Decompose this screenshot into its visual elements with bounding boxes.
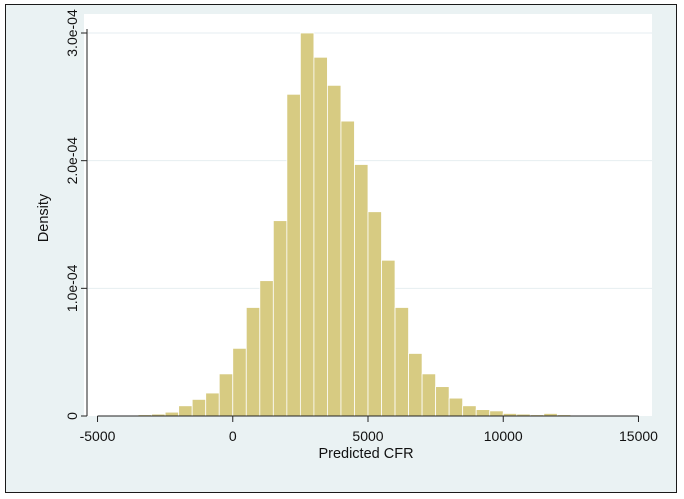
- y-axis-ticks: 0 1.0e-04 2.0e-04 3.0e-04: [64, 9, 87, 420]
- histogram-bar: [245, 307, 261, 417]
- y-tick-label: 0: [64, 412, 80, 420]
- histogram-bar: [272, 220, 288, 417]
- histogram-bar: [435, 386, 450, 417]
- histogram-bar: [367, 211, 382, 417]
- histogram-bar: [340, 120, 355, 417]
- x-tick-label: -5000: [80, 428, 116, 444]
- histogram-bar: [327, 84, 342, 417]
- histogram-bar: [489, 410, 504, 417]
- x-tick-label: 5000: [352, 428, 383, 444]
- x-axis-title: Predicted CFR: [318, 446, 413, 462]
- x-tick-label: 0: [229, 428, 237, 444]
- histogram-bar: [394, 307, 409, 417]
- histogram-bar: [232, 347, 247, 417]
- histogram-bar: [313, 56, 328, 417]
- x-tick-label: 15000: [619, 428, 658, 444]
- histogram-bar: [286, 93, 301, 417]
- y-tick-label: 1.0e-04: [64, 264, 80, 312]
- x-axis-ticks: -5000 0 5000 10000 15000: [80, 416, 658, 444]
- histogram-bar: [408, 353, 423, 417]
- histogram-bar: [259, 280, 274, 417]
- histogram-bar: [381, 259, 396, 417]
- y-tick-label: 2.0e-04: [64, 137, 80, 185]
- histogram-bar: [475, 409, 491, 417]
- histogram-bars: [124, 32, 626, 417]
- histogram-bar: [462, 405, 477, 417]
- histogram-bar: [354, 164, 369, 417]
- histogram-bar: [448, 397, 464, 417]
- histogram-bar: [205, 392, 220, 417]
- y-axis-title: Density: [36, 193, 52, 242]
- histogram-bar: [421, 373, 437, 417]
- histogram-bar: [191, 399, 207, 417]
- histogram-bar: [164, 411, 180, 417]
- histogram-bar: [178, 405, 193, 417]
- y-tick-label: 3.0e-04: [64, 9, 80, 57]
- histogram-bar: [299, 32, 315, 417]
- x-tick-label: 10000: [484, 428, 523, 444]
- histogram-bar: [218, 373, 234, 417]
